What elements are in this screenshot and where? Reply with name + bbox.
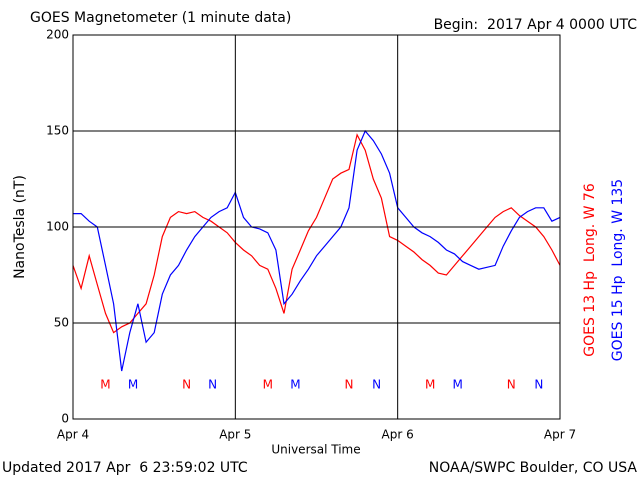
day-marker: N <box>507 378 516 392</box>
x-tick-label: Apr 4 <box>57 428 89 442</box>
y-tick-label: 150 <box>46 124 69 138</box>
chart-title: GOES Magnetometer (1 minute data) <box>30 10 291 26</box>
day-marker: M <box>100 378 110 392</box>
x-tick-label: Apr 5 <box>219 428 251 442</box>
footer-right: NOAA/SWPC Boulder, CO USA <box>429 460 638 476</box>
day-marker: M <box>453 378 463 392</box>
day-marker: M <box>425 378 435 392</box>
day-marker: N <box>344 378 353 392</box>
x-tick-label: Apr 7 <box>544 428 576 442</box>
chart-subtitle: Begin: 2017 Apr 4 0000 UTC <box>434 17 638 33</box>
day-marker: M <box>128 378 138 392</box>
y-tick-label: 100 <box>46 220 69 234</box>
day-marker: N <box>182 378 191 392</box>
x-tick-label: Apr 6 <box>382 428 414 442</box>
x-axis-label: Universal Time <box>271 443 360 457</box>
y-tick-label: 0 <box>61 412 69 426</box>
day-marker: N <box>534 378 543 392</box>
y-tick-label: 200 <box>46 28 69 42</box>
day-marker: M <box>263 378 273 392</box>
footer-left: Updated 2017 Apr 6 23:59:02 UTC <box>2 460 248 476</box>
legend-entry: GOES 15 Hp Long. W 135 <box>610 179 626 361</box>
plot-frame <box>72 34 561 420</box>
y-tick-label: 50 <box>54 316 69 330</box>
day-marker: N <box>208 378 217 392</box>
y-axis-label: NanoTesla (nT) <box>12 175 28 279</box>
day-marker: M <box>290 378 300 392</box>
data-line <box>73 129 561 372</box>
day-marker: N <box>372 378 381 392</box>
legend-entry: GOES 13 Hp Long. W 76 <box>582 183 598 357</box>
data-line <box>72 133 561 334</box>
